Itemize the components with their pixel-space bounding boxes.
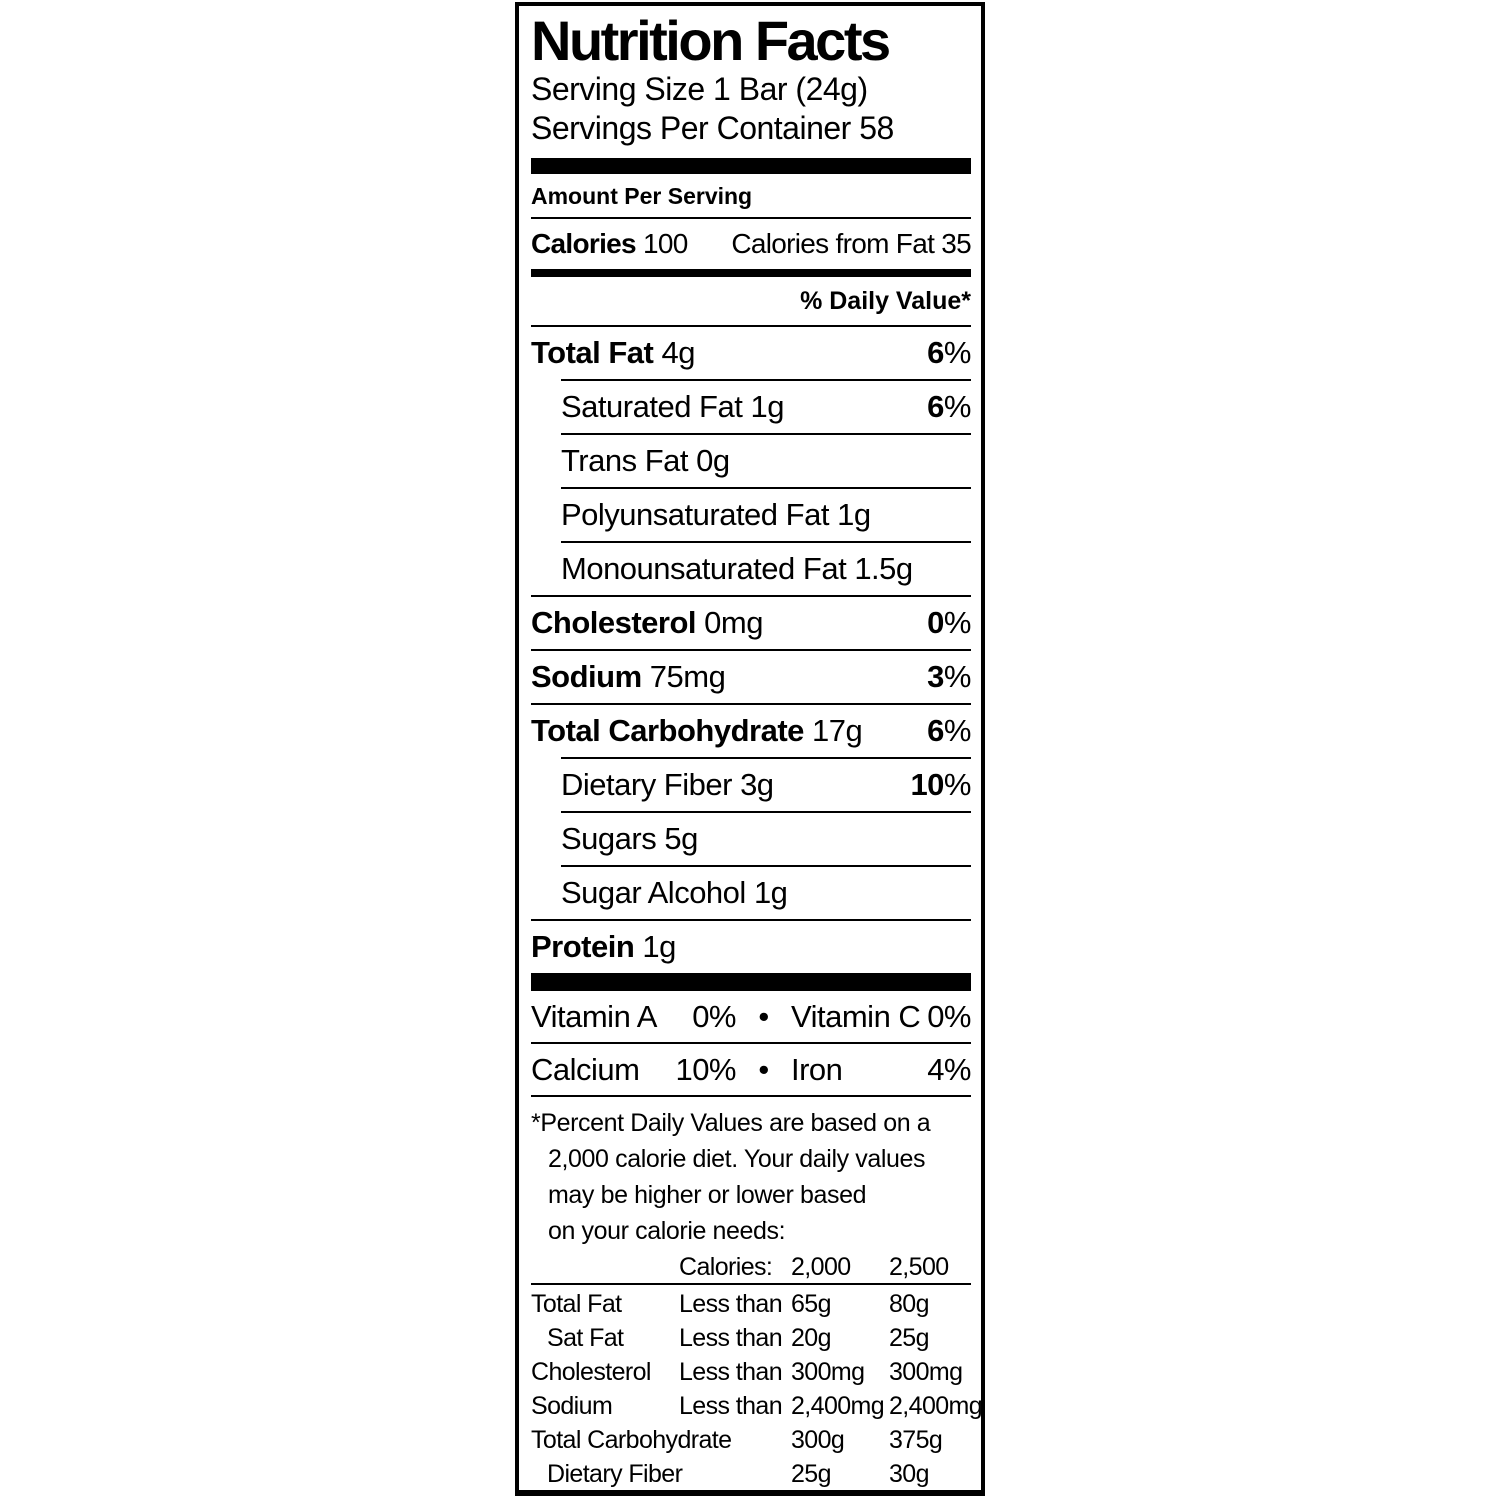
servings-per-container: Servings Per Container 58 xyxy=(531,110,894,146)
nutrient-name-amount: Sugars 5g xyxy=(561,821,698,856)
vitamin-row-a-c: Vitamin A 0% • Vitamin C 0% xyxy=(531,991,971,1042)
nutrient-name-amount: Protein 1g xyxy=(531,929,676,964)
nutrient-name-amount: Cholesterol 0mg xyxy=(531,605,763,640)
nutrition-facts-label: Nutrition Facts Serving Size 1 Bar (24g)… xyxy=(515,2,985,1496)
calories-col-header: Calories: xyxy=(679,1253,773,1281)
iron: Iron 4% xyxy=(791,1052,971,1087)
nutrient-name-amount: Polyunsaturated Fat 1g xyxy=(561,497,871,532)
calories-label: Calories xyxy=(531,228,637,259)
daily-value: 0% xyxy=(927,605,971,640)
fn-row-sat-fat: Sat Fat Less than 20g 25g xyxy=(547,1324,930,1352)
nutrient-name-amount: Saturated Fat 1g xyxy=(561,389,784,424)
protein-divider-bar xyxy=(531,973,971,991)
vitamin-row-calcium-iron: Calcium 10% • Iron 4% xyxy=(531,1042,971,1097)
calories-divider-bar xyxy=(531,269,971,277)
footnote-table-header: Calories: 2,000 2,500 xyxy=(531,1251,971,1285)
fn-row-total-carbohydrate: Total Carbohydrate 300g 375g xyxy=(531,1426,943,1454)
col-2500-header: 2,500 xyxy=(889,1253,949,1281)
nutrient-row-monounsaturated-fat: Monounsaturated Fat 1.5g xyxy=(561,541,971,595)
calories-from-fat: Calories from Fat 35 xyxy=(731,228,971,259)
fn-row-sodium: Sodium Less than 2,400mg 2,400mg xyxy=(531,1392,983,1420)
nutrient-row-sodium: Sodium 75mg 3% xyxy=(531,649,972,703)
fn-row-cholesterol: Cholesterol Less than 300mg 300mg xyxy=(531,1358,963,1386)
daily-value: 6% xyxy=(927,335,971,370)
nutrient-row-dietary-fiber: Dietary Fiber 3g 10% xyxy=(561,757,972,811)
amount-per-serving-heading: Amount Per Serving xyxy=(531,174,971,219)
nutrient-row-saturated-fat: Saturated Fat 1g 6% xyxy=(561,379,972,433)
nutrient-row-total-fat: Total Fat 4g 6% xyxy=(531,325,972,379)
calories-row: Calories 100 Calories from Fat 35 xyxy=(531,219,972,269)
nutrient-name-amount: Sodium 75mg xyxy=(531,659,726,694)
label-title: Nutrition Facts xyxy=(531,9,891,72)
section-divider-bar xyxy=(531,158,971,174)
bullet-separator: • xyxy=(758,999,769,1034)
col-2000-header: 2,000 xyxy=(791,1253,851,1281)
nutrient-name-amount: Sugar Alcohol 1g xyxy=(561,875,788,910)
nutrient-row-trans-fat: Trans Fat 0g xyxy=(561,433,971,487)
nutrient-row-cholesterol: Cholesterol 0mg 0% xyxy=(531,595,972,649)
footnote-table-body: Total Fat Less than 65g 80g Sat Fat Less… xyxy=(531,1285,983,1490)
vitamin-a: Vitamin A 0% xyxy=(531,999,736,1034)
calories-value: Calories 100 xyxy=(531,228,688,260)
nutrient-name-amount: Total Fat 4g xyxy=(531,335,695,370)
daily-value-footnote: *Percent Daily Values are based on a 2,0… xyxy=(531,1109,931,1245)
daily-value: 3% xyxy=(927,659,971,694)
nutrient-name-amount: Monounsaturated Fat 1.5g xyxy=(561,551,913,586)
daily-value-header: % Daily Value* xyxy=(800,287,971,315)
nutrient-name-amount: Trans Fat 0g xyxy=(561,443,730,478)
nutrient-row-protein: Protein 1g xyxy=(531,919,971,973)
calories-number: 100 xyxy=(643,228,688,259)
nutrient-row-polyunsaturated-fat: Polyunsaturated Fat 1g xyxy=(561,487,971,541)
daily-value: 6% xyxy=(927,713,971,748)
nutrient-row-total-carbohydrate: Total Carbohydrate 17g 6% xyxy=(531,703,972,757)
fn-row-total-fat: Total Fat Less than 65g 80g xyxy=(531,1290,930,1318)
serving-size: Serving Size 1 Bar (24g) xyxy=(531,71,868,107)
nutrient-row-sugar-alcohol: Sugar Alcohol 1g xyxy=(561,865,971,919)
fn-row-dietary-fiber: Dietary Fiber 25g 30g xyxy=(547,1460,930,1488)
nutrient-row-sugars: Sugars 5g xyxy=(561,811,971,865)
footnote-table: Calories: 2,000 2,500 Total Fat Less tha… xyxy=(531,1251,983,1490)
calcium: Calcium 10% xyxy=(531,1052,736,1087)
nutrient-name-amount: Total Carbohydrate 17g xyxy=(531,713,863,748)
vitamin-c: Vitamin C 0% xyxy=(791,999,971,1034)
daily-value: 6% xyxy=(927,389,971,424)
daily-value: 10% xyxy=(910,767,971,802)
bullet-separator: • xyxy=(758,1052,769,1087)
nutrient-name-amount: Dietary Fiber 3g xyxy=(561,767,774,802)
